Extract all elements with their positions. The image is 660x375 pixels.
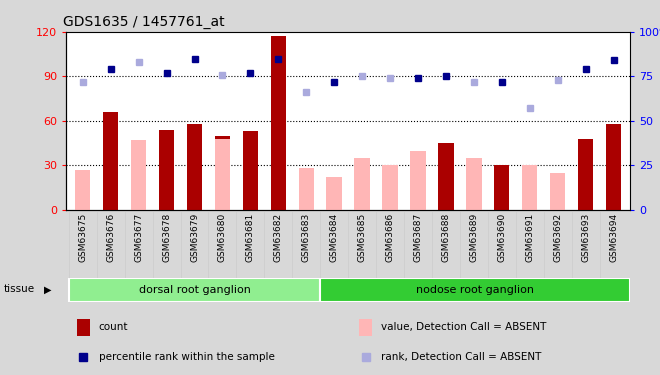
Bar — [271, 36, 286, 210]
Text: GSM63677: GSM63677 — [134, 213, 143, 262]
Text: GSM63681: GSM63681 — [246, 213, 255, 262]
Text: tissue: tissue — [3, 285, 34, 294]
Bar — [522, 165, 537, 210]
Bar — [360, 319, 372, 336]
Bar — [438, 143, 453, 210]
Text: GSM63682: GSM63682 — [274, 213, 283, 262]
Bar — [298, 168, 314, 210]
Text: rank, Detection Call = ABSENT: rank, Detection Call = ABSENT — [381, 352, 541, 363]
Text: value, Detection Call = ABSENT: value, Detection Call = ABSENT — [381, 322, 546, 332]
Text: dorsal root ganglion: dorsal root ganglion — [139, 285, 250, 295]
Bar — [187, 124, 202, 210]
Text: GSM63694: GSM63694 — [609, 213, 618, 262]
Bar — [69, 278, 320, 302]
Text: GSM63675: GSM63675 — [79, 213, 87, 262]
Bar — [606, 124, 621, 210]
Bar — [411, 151, 426, 210]
Text: GSM63688: GSM63688 — [442, 213, 450, 262]
Bar — [131, 140, 147, 210]
Bar — [494, 165, 510, 210]
Text: GDS1635 / 1457761_at: GDS1635 / 1457761_at — [63, 15, 225, 30]
Bar — [320, 278, 630, 302]
Bar — [159, 130, 174, 210]
Text: GSM63687: GSM63687 — [413, 213, 422, 262]
Bar — [327, 177, 342, 210]
Bar — [550, 173, 566, 210]
Text: GSM63683: GSM63683 — [302, 213, 311, 262]
Bar — [77, 319, 90, 336]
Text: GSM63693: GSM63693 — [581, 213, 590, 262]
Text: count: count — [99, 322, 128, 332]
Bar — [578, 139, 593, 210]
Text: ▶: ▶ — [44, 285, 51, 294]
Text: GSM63684: GSM63684 — [330, 213, 339, 262]
Bar — [75, 170, 90, 210]
Bar — [214, 136, 230, 210]
Text: GSM63689: GSM63689 — [469, 213, 478, 262]
Text: GSM63680: GSM63680 — [218, 213, 227, 262]
Text: GSM63692: GSM63692 — [553, 213, 562, 262]
Text: GSM63678: GSM63678 — [162, 213, 171, 262]
Text: GSM63691: GSM63691 — [525, 213, 534, 262]
Text: GSM63676: GSM63676 — [106, 213, 116, 262]
Bar — [382, 165, 398, 210]
Text: nodose root ganglion: nodose root ganglion — [416, 285, 534, 295]
Bar — [103, 112, 118, 210]
Bar — [214, 139, 230, 210]
Text: GSM63686: GSM63686 — [385, 213, 395, 262]
Text: GSM63690: GSM63690 — [497, 213, 506, 262]
Bar — [466, 158, 482, 210]
Text: GSM63685: GSM63685 — [358, 213, 366, 262]
Text: percentile rank within the sample: percentile rank within the sample — [99, 352, 275, 363]
Bar — [354, 158, 370, 210]
Text: GSM63679: GSM63679 — [190, 213, 199, 262]
Bar — [243, 131, 258, 210]
